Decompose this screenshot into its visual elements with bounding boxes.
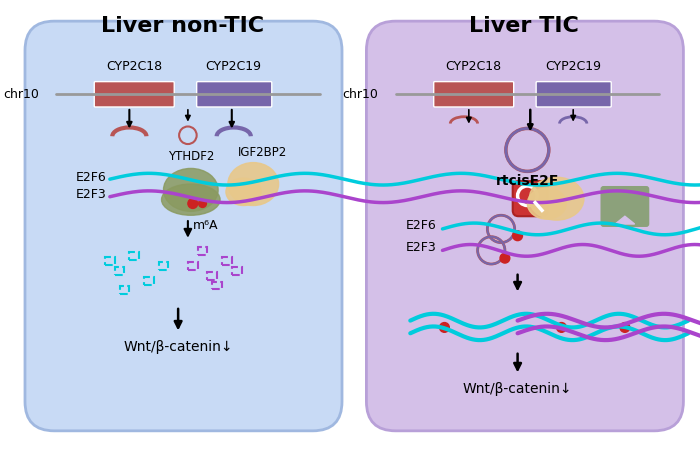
Circle shape [188, 199, 197, 208]
FancyBboxPatch shape [601, 186, 650, 227]
Circle shape [199, 200, 206, 207]
Circle shape [440, 323, 448, 331]
FancyBboxPatch shape [366, 21, 683, 431]
Text: E2F3: E2F3 [76, 188, 106, 201]
Text: CYP2C19: CYP2C19 [206, 60, 262, 73]
FancyBboxPatch shape [536, 82, 611, 107]
Ellipse shape [228, 162, 279, 206]
Circle shape [512, 231, 522, 241]
Circle shape [500, 253, 510, 263]
Text: E2F6: E2F6 [76, 171, 106, 184]
Text: m⁶A: m⁶A [193, 219, 218, 232]
Text: CYP2C18: CYP2C18 [446, 60, 502, 73]
Text: Wnt/β-catenin↓: Wnt/β-catenin↓ [123, 340, 233, 354]
Text: Liver TIC: Liver TIC [470, 16, 580, 36]
Text: CYP2C19: CYP2C19 [545, 60, 601, 73]
Text: E2F6: E2F6 [405, 220, 436, 232]
Text: YTHDF2: YTHDF2 [167, 150, 214, 162]
FancyBboxPatch shape [94, 82, 174, 107]
Text: CYP2C18: CYP2C18 [106, 60, 162, 73]
Circle shape [440, 322, 449, 332]
Circle shape [556, 322, 566, 332]
Ellipse shape [226, 178, 261, 206]
Ellipse shape [162, 184, 220, 215]
Ellipse shape [529, 177, 584, 220]
Text: Wnt/β-catenin↓: Wnt/β-catenin↓ [463, 382, 573, 396]
FancyBboxPatch shape [197, 82, 272, 107]
Polygon shape [615, 216, 635, 224]
Ellipse shape [527, 188, 566, 219]
Text: E2F3: E2F3 [405, 241, 436, 254]
Text: rtcisE2F: rtcisE2F [496, 174, 559, 188]
Text: IGF2BP2: IGF2BP2 [239, 146, 288, 159]
FancyBboxPatch shape [434, 82, 514, 107]
Text: Liver non-TIC: Liver non-TIC [102, 16, 265, 36]
Ellipse shape [164, 168, 218, 212]
FancyBboxPatch shape [512, 181, 548, 216]
Text: chr10: chr10 [3, 88, 38, 101]
Text: chr10: chr10 [342, 88, 378, 101]
FancyBboxPatch shape [25, 21, 342, 431]
Circle shape [620, 322, 630, 332]
